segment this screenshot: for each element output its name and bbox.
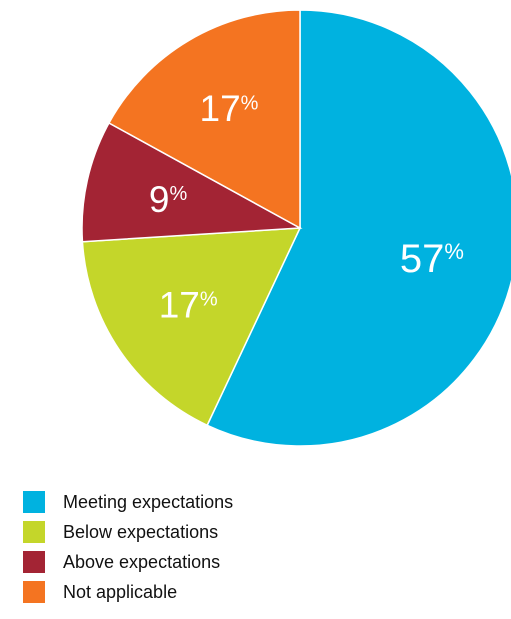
- legend-item-below-expectations: Below expectations: [23, 517, 233, 547]
- legend-label: Not applicable: [63, 581, 178, 602]
- legend-item-not-applicable: Not applicable: [23, 577, 233, 607]
- pie-slice-value-label: 17%: [159, 284, 218, 325]
- pie-slice-value-label: 17%: [200, 88, 259, 129]
- pie-slice-above-expectations: [81, 121, 303, 243]
- legend-swatch-above-expectations: [23, 551, 45, 573]
- legend-swatch-meeting-expectations: [23, 491, 45, 513]
- legend-label: Below expectations: [63, 521, 219, 542]
- legend-label: Meeting expectations: [63, 491, 234, 512]
- pie-chart: 57% 17% 9% 17%: [81, 9, 511, 447]
- pie-slice-not-applicable: [107, 9, 301, 230]
- pie-slice-value-label: 9%: [149, 179, 188, 220]
- legend-item-above-expectations: Above expectations: [23, 547, 233, 577]
- pie-slice-value-label: 57%: [400, 237, 464, 281]
- legend-item-meeting-expectations: Meeting expectations: [23, 487, 233, 517]
- legend: Meeting expectations Below expectations …: [23, 487, 233, 607]
- legend-label: Above expectations: [63, 551, 221, 572]
- pie-slice-below-expectations: [81, 227, 302, 427]
- legend-swatch-below-expectations: [23, 521, 45, 543]
- legend-swatch-not-applicable: [23, 581, 45, 603]
- pie-slice-meeting-expectations: [206, 9, 511, 447]
